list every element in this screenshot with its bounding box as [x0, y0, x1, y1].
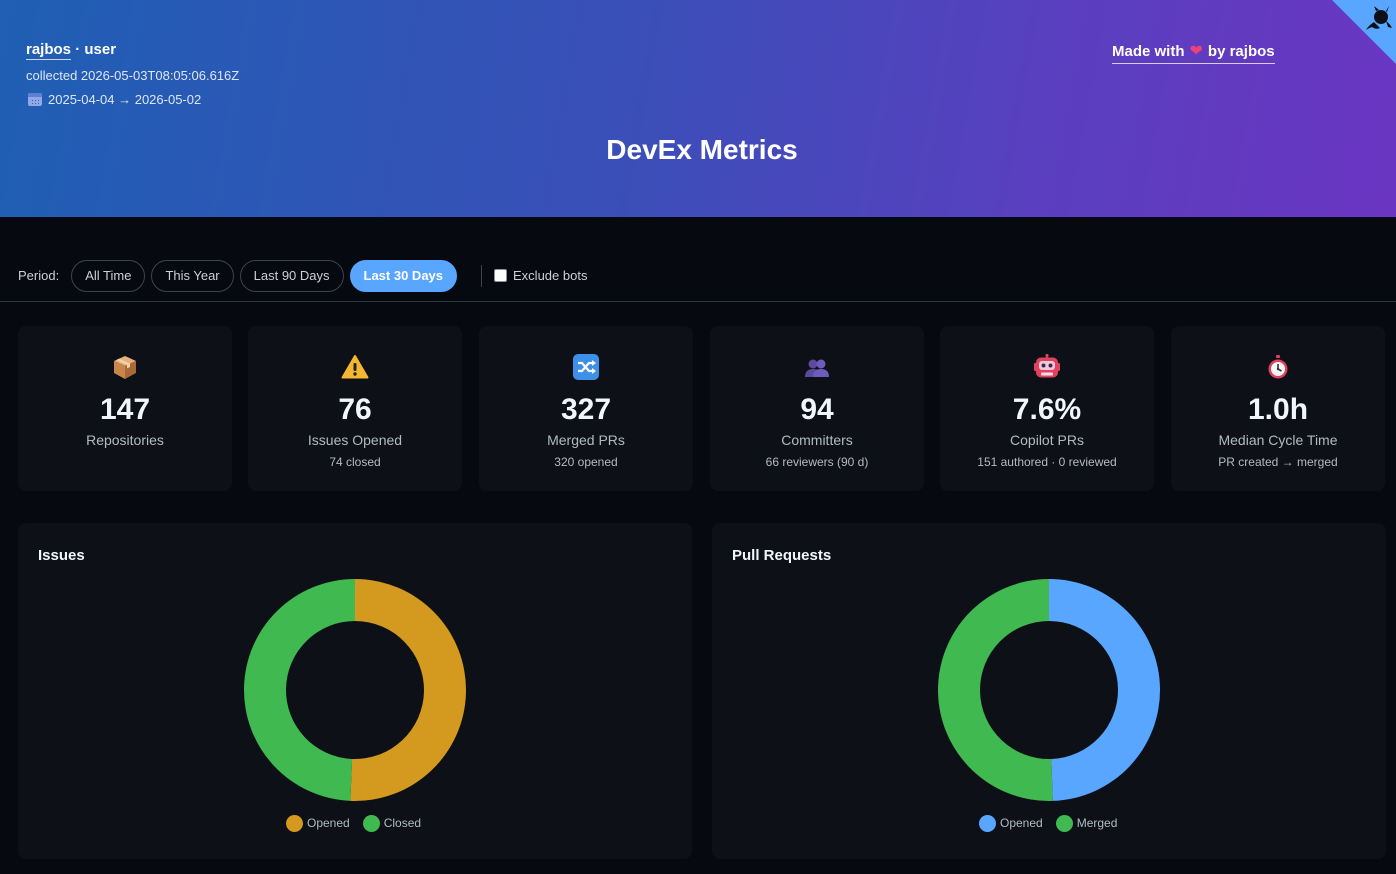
pull-requests-chart-title: Pull Requests	[732, 547, 832, 564]
metric-label: Issues Opened	[307, 432, 403, 448]
metric-value: 1.0h	[1247, 393, 1309, 426]
metric-value: 147	[99, 393, 151, 426]
heart-icon: ❤	[1189, 43, 1203, 60]
donut-slice-opened[interactable]	[1049, 579, 1161, 801]
period-last-30-days-button[interactable]: Last 30 Days	[349, 259, 458, 292]
made-with-suffix: by rajbos	[1207, 42, 1275, 60]
metric-value: 94	[800, 393, 834, 426]
issues-chart-panel: Issues Opened Closed	[18, 523, 692, 859]
owner-link[interactable]: rajbos	[26, 41, 72, 60]
legend-label-opened: Opened	[1000, 816, 1043, 830]
legend-label-closed: Closed	[383, 816, 422, 830]
legend-label-opened: Opened	[307, 816, 350, 830]
donut-slice-closed[interactable]	[243, 579, 355, 801]
collected-timestamp: collected 2026-05-03T08:05:06.616Z	[26, 68, 240, 83]
metric-card-merged-prs: 327 Merged PRs 320 opened	[479, 326, 693, 491]
legend-label-merged: Merged	[1076, 816, 1118, 830]
section-divider	[0, 301, 1396, 302]
exclude-bots-label: Exclude bots	[513, 268, 588, 283]
metric-sub: 66 reviewers (90 d)	[765, 455, 869, 469]
donut-slice-merged[interactable]	[938, 579, 1053, 801]
legend-swatch-merged	[1055, 814, 1073, 832]
issues-chart-title: Issues	[38, 547, 85, 564]
metric-sub: 74 closed	[329, 455, 381, 469]
github-corner-icon[interactable]	[1332, 0, 1396, 64]
period-filter: Period: All Time This Year Last 90 Days …	[18, 259, 587, 292]
metric-value: 76	[338, 393, 372, 426]
page-title: DevEx Metrics	[606, 134, 798, 165]
owner-type: · user	[75, 41, 117, 58]
legend-swatch-closed	[362, 814, 380, 832]
issues-chart-legend: Opened Closed	[286, 813, 434, 833]
legend-item-merged[interactable]: Merged	[1055, 814, 1118, 832]
shuffle-icon	[573, 354, 599, 380]
metric-label: Committers	[781, 432, 853, 448]
metric-value: 7.6%	[1012, 393, 1082, 426]
legend-item-closed[interactable]: Closed	[362, 814, 422, 832]
legend-item-opened[interactable]: Opened	[286, 814, 350, 832]
robot-icon	[1034, 354, 1060, 378]
people-icon	[805, 359, 829, 377]
period-all-time-button[interactable]: All Time	[71, 259, 146, 292]
pull-requests-donut-chart	[938, 579, 1161, 801]
donut-slice-opened[interactable]	[350, 579, 466, 801]
period-this-year-button[interactable]: This Year	[151, 259, 234, 292]
legend-swatch-opened	[979, 814, 996, 832]
metric-card-repositories: 147 Repositories	[18, 326, 232, 491]
metric-label: Copilot PRs	[1010, 432, 1084, 448]
metric-card-cycle-time: 1.0h Median Cycle Time PR created → merg…	[1171, 326, 1385, 491]
stopwatch-icon	[1268, 355, 1288, 379]
metric-card-committers: 94 Committers 66 reviewers (90 d)	[710, 326, 924, 491]
metric-label: Median Cycle Time	[1218, 432, 1338, 448]
metric-card-issues: 76 Issues Opened 74 closed	[248, 326, 462, 491]
period-label: Period:	[18, 268, 60, 283]
metric-sub: PR created → merged	[1218, 455, 1338, 469]
filter-separator	[481, 264, 483, 287]
metric-sub: 320 opened	[554, 455, 618, 469]
metric-card-copilot-prs: 7.6% Copilot PRs 151 authored · 0 review…	[940, 326, 1154, 491]
date-range-text: 2025-04-04 → 2026-05-02	[48, 92, 202, 107]
issues-donut-chart	[243, 579, 466, 801]
metric-value: 327	[560, 393, 612, 426]
package-icon	[114, 356, 136, 379]
period-last-90-days-button[interactable]: Last 90 Days	[239, 259, 344, 292]
date-range: 2025-04-04 → 2026-05-02	[28, 92, 201, 107]
metric-label: Repositories	[86, 432, 164, 448]
pull-requests-chart-panel: Pull Requests Opened Merged	[712, 523, 1386, 859]
warning-icon	[341, 355, 369, 379]
legend-swatch-opened	[286, 814, 303, 832]
metric-sub: 151 authored · 0 reviewed	[977, 455, 1117, 469]
pull-requests-chart-legend: Opened Merged	[979, 813, 1130, 833]
exclude-bots-toggle[interactable]: Exclude bots	[494, 268, 587, 283]
owner-line: rajbos · user	[26, 41, 117, 60]
header-banner: rajbos · user collected 2026-05-03T08:05…	[0, 0, 1396, 217]
metric-label: Merged PRs	[547, 432, 625, 448]
calendar-icon	[28, 93, 42, 106]
exclude-bots-checkbox[interactable]	[494, 269, 508, 282]
legend-item-opened[interactable]: Opened	[979, 814, 1043, 832]
made-with-link[interactable]: Made with ❤ by rajbos	[1112, 41, 1275, 64]
made-with-prefix: Made with	[1112, 42, 1185, 60]
